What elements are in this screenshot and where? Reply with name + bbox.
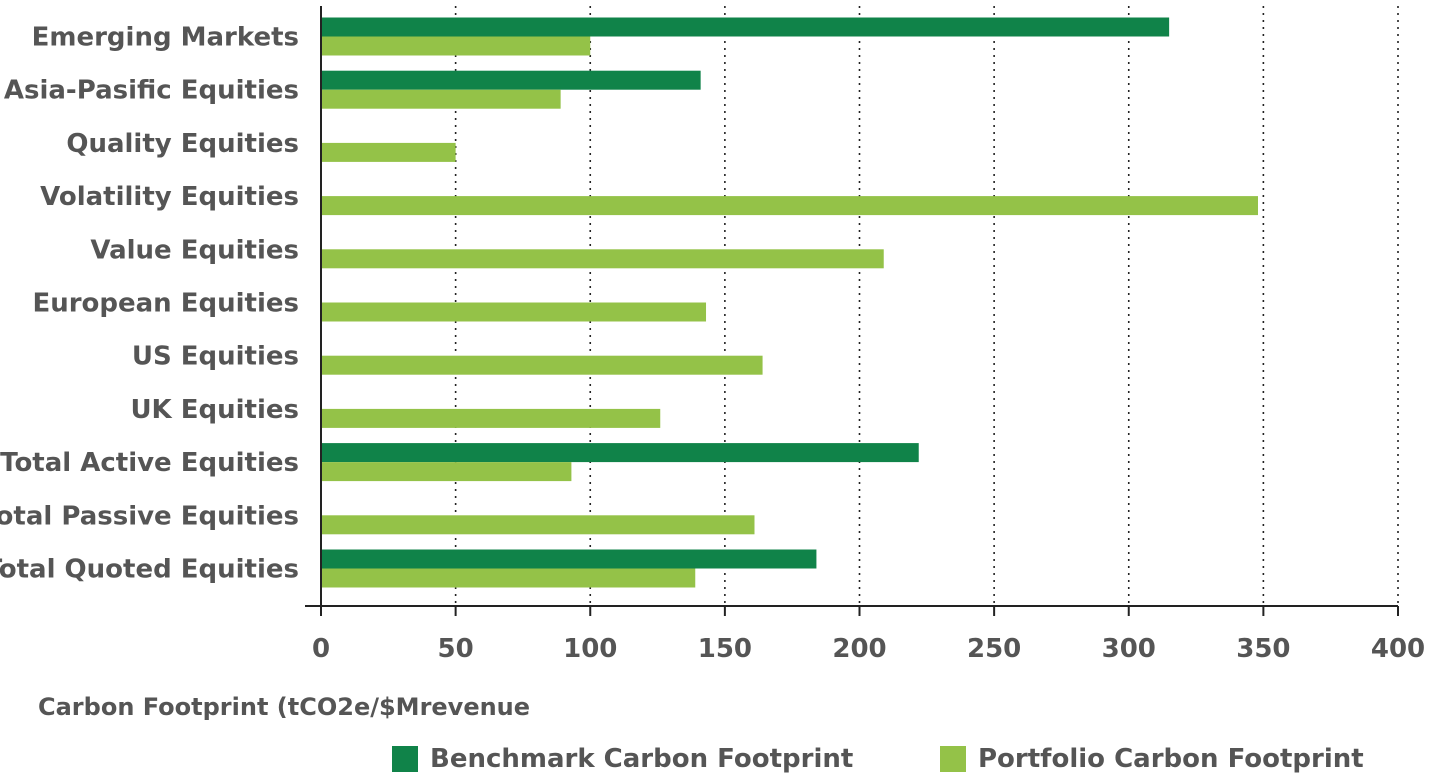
bar-benchmark-asia-pasific-equities xyxy=(321,70,701,90)
category-labels: Emerging Markets Asia-Pasific Equities Qua… xyxy=(0,23,299,585)
bar-benchmark-total-active-equities xyxy=(321,443,919,463)
bar-portfolio-asia-pasific-equities xyxy=(321,89,561,109)
category-label-value-equities: Value Equities xyxy=(90,235,299,265)
legend-label-portfolio: Portfolio Carbon Footprint xyxy=(978,744,1364,774)
bars xyxy=(321,17,1258,588)
legend-label-benchmark: Benchmark Carbon Footprint xyxy=(430,744,854,774)
bar-benchmark-emerging-markets xyxy=(321,17,1170,37)
category-label-total-quoted-equities: Total Quoted Equities xyxy=(0,555,299,585)
x-tick-label-100: 100 xyxy=(563,634,617,664)
category-label-total-active-equities: Total Active Equities xyxy=(0,448,299,478)
bar-portfolio-volatility-equities xyxy=(321,196,1258,216)
bar-portfolio-total-quoted-equities xyxy=(321,568,696,588)
bar-portfolio-emerging-markets xyxy=(321,36,591,56)
category-label-uk-equities: UK Equities xyxy=(130,395,299,425)
bar-portfolio-uk-equities xyxy=(321,408,661,428)
bar-chart: Emerging Markets Asia-Pasific Equities Qua… xyxy=(0,6,1425,664)
x-tick-label-150: 150 xyxy=(698,634,752,664)
category-label-asia-pasific-equities: Asia-Pasific Equities xyxy=(4,76,299,106)
category-label-emerging-markets: Emerging Markets xyxy=(32,23,299,53)
bar-portfolio-european-equities xyxy=(321,302,707,322)
x-axis-label: Carbon Footprint (tCO2e/$Mrevenue xyxy=(38,693,531,721)
x-tick-label-400: 400 xyxy=(1371,634,1425,664)
bar-portfolio-total-passive-equities xyxy=(321,515,755,535)
bar-portfolio-quality-equities xyxy=(321,142,456,162)
x-tick-label-250: 250 xyxy=(967,634,1021,664)
bar-portfolio-us-equities xyxy=(321,355,763,375)
bar-portfolio-total-active-equities xyxy=(321,462,572,482)
bar-portfolio-value-equities xyxy=(321,249,884,269)
category-label-total-passive-equities: Total Passive Equities xyxy=(0,501,299,531)
x-tick-label-0: 0 xyxy=(312,634,330,664)
category-label-european-equities: European Equities xyxy=(32,289,299,319)
category-label-quality-equities: Quality Equities xyxy=(66,129,299,159)
axes xyxy=(305,6,1399,616)
x-tick-label-50: 50 xyxy=(438,634,474,664)
legend-item-portfolio: Portfolio Carbon Footprint xyxy=(940,744,1364,774)
x-tick-label-200: 200 xyxy=(832,634,886,664)
bar-benchmark-total-quoted-equities xyxy=(321,549,817,569)
x-tick-label-350: 350 xyxy=(1236,634,1290,664)
legend: Benchmark Carbon Footprint Portfolio Car… xyxy=(0,744,1442,780)
legend-swatch-portfolio xyxy=(940,746,966,772)
legend-item-benchmark: Benchmark Carbon Footprint xyxy=(392,744,853,774)
tick-labels: 0 50 100 150 200 250 300 350 400 xyxy=(312,634,1425,664)
category-label-volatility-equities: Volatility Equities xyxy=(40,182,299,212)
category-label-us-equities: US Equities xyxy=(132,342,299,372)
legend-swatch-benchmark xyxy=(392,746,418,772)
x-tick-label-300: 300 xyxy=(1102,634,1156,664)
